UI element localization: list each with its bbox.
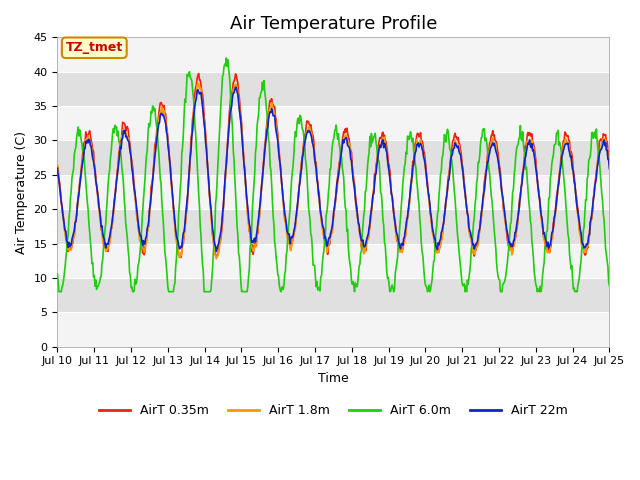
Bar (58, 209, 609, 243)
Text: TZ_tmet: TZ_tmet (66, 41, 123, 54)
Title: Air Temperature Profile: Air Temperature Profile (230, 15, 437, 33)
Bar (58, 141, 609, 175)
Y-axis label: Air Temperature (C): Air Temperature (C) (15, 131, 28, 253)
X-axis label: Time: Time (318, 372, 349, 385)
Bar (58, 278, 609, 312)
Legend: AirT 0.35m, AirT 1.8m, AirT 6.0m, AirT 22m: AirT 0.35m, AirT 1.8m, AirT 6.0m, AirT 2… (94, 399, 573, 422)
Bar (58, 72, 609, 106)
